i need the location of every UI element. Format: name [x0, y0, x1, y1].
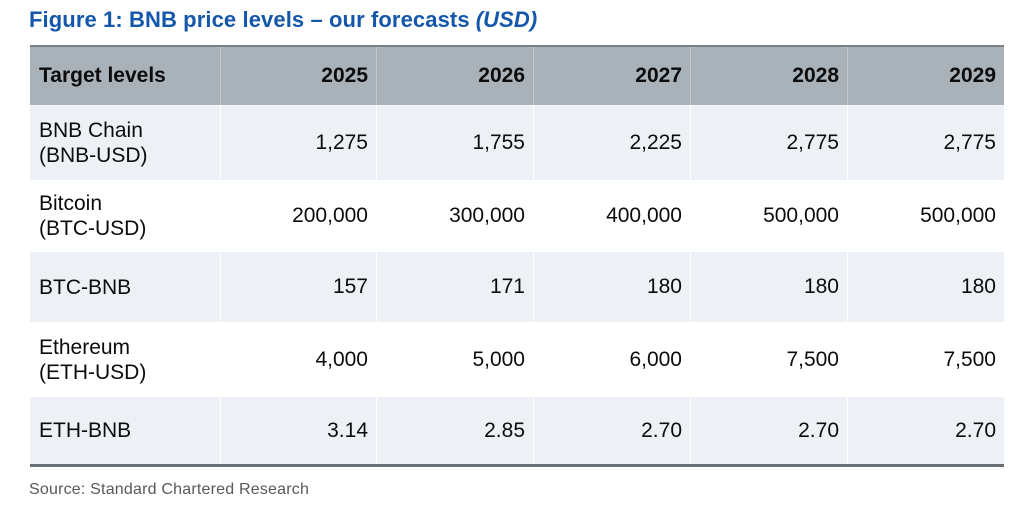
- row-label: BNB Chain: [39, 119, 143, 142]
- value-cell: 1,755: [376, 106, 533, 180]
- row-label-cell: Ethereum (ETH-USD): [30, 322, 220, 397]
- value-cell: 7,500: [690, 322, 847, 397]
- row-label-cell: BNB Chain (BNB-USD): [30, 106, 220, 180]
- row-ethereum: Ethereum (ETH-USD) 4,000 5,000 6,000 7,5…: [30, 322, 1004, 397]
- value-cell: 300,000: [376, 180, 533, 252]
- value-cell: 1,275: [220, 106, 376, 180]
- value-cell: 180: [847, 252, 1004, 322]
- figure-title-units: (USD): [475, 7, 538, 32]
- value-cell: 6,000: [533, 322, 690, 397]
- value-cell: 500,000: [690, 180, 847, 252]
- value-cell: 180: [690, 252, 847, 322]
- figure-title-text: Figure 1: BNB price levels – our forecas…: [29, 7, 470, 32]
- row-sublabel: (BNB-USD): [39, 144, 148, 167]
- forecast-table: Target levels 2025 2026 2027 2028 2029 B…: [30, 45, 1004, 467]
- value-cell: 4,000: [220, 322, 376, 397]
- figure-title: Figure 1: BNB price levels – our forecas…: [29, 7, 537, 33]
- value-cell: 2,225: [533, 106, 690, 180]
- table-header-row: Target levels 2025 2026 2027 2028 2029: [30, 47, 1004, 106]
- value-cell: 2.70: [690, 397, 847, 464]
- value-cell: 3.14: [220, 397, 376, 464]
- value-cell: 180: [533, 252, 690, 322]
- header-cell-2025: 2025: [220, 47, 376, 105]
- value-cell: 400,000: [533, 180, 690, 252]
- row-btc-bnb: BTC-BNB 157 171 180 180 180: [30, 252, 1004, 322]
- source-note: Source: Standard Chartered Research: [29, 481, 310, 498]
- header-cell-2028: 2028: [690, 47, 847, 105]
- value-cell: 2.70: [533, 397, 690, 464]
- row-label-cell: BTC-BNB: [30, 252, 220, 322]
- value-cell: 200,000: [220, 180, 376, 252]
- value-cell: 500,000: [847, 180, 1004, 252]
- row-label-cell: ETH-BNB: [30, 397, 220, 464]
- row-sublabel: (BTC-USD): [39, 217, 147, 240]
- value-cell: 2,775: [847, 106, 1004, 180]
- value-cell: 5,000: [376, 322, 533, 397]
- value-cell: 171: [376, 252, 533, 322]
- row-label: BTC-BNB: [39, 275, 132, 299]
- value-cell: 2,775: [690, 106, 847, 180]
- header-cell-2027: 2027: [533, 47, 690, 105]
- row-eth-bnb: ETH-BNB 3.14 2.85 2.70 2.70 2.70: [30, 397, 1004, 464]
- row-label: Ethereum: [39, 335, 131, 359]
- header-cell-target-levels: Target levels: [39, 64, 166, 87]
- value-cell: 7,500: [847, 322, 1004, 397]
- value-cell: 2.70: [847, 397, 1004, 464]
- row-bnb-chain: BNB Chain (BNB-USD) 1,275 1,755 2,225 2,…: [30, 106, 1004, 180]
- row-bitcoin: Bitcoin (BTC-USD) 200,000 300,000 400,00…: [30, 180, 1004, 252]
- row-label: Bitcoin: [39, 192, 103, 215]
- value-cell: 2.85: [376, 397, 533, 464]
- row-label: ETH-BNB: [39, 419, 132, 442]
- header-cell-2029: 2029: [847, 47, 1004, 105]
- row-label-cell: Bitcoin (BTC-USD): [30, 180, 220, 252]
- header-cell-2026: 2026: [376, 47, 533, 105]
- value-cell: 157: [220, 252, 376, 322]
- row-sublabel: (ETH-USD): [39, 360, 147, 384]
